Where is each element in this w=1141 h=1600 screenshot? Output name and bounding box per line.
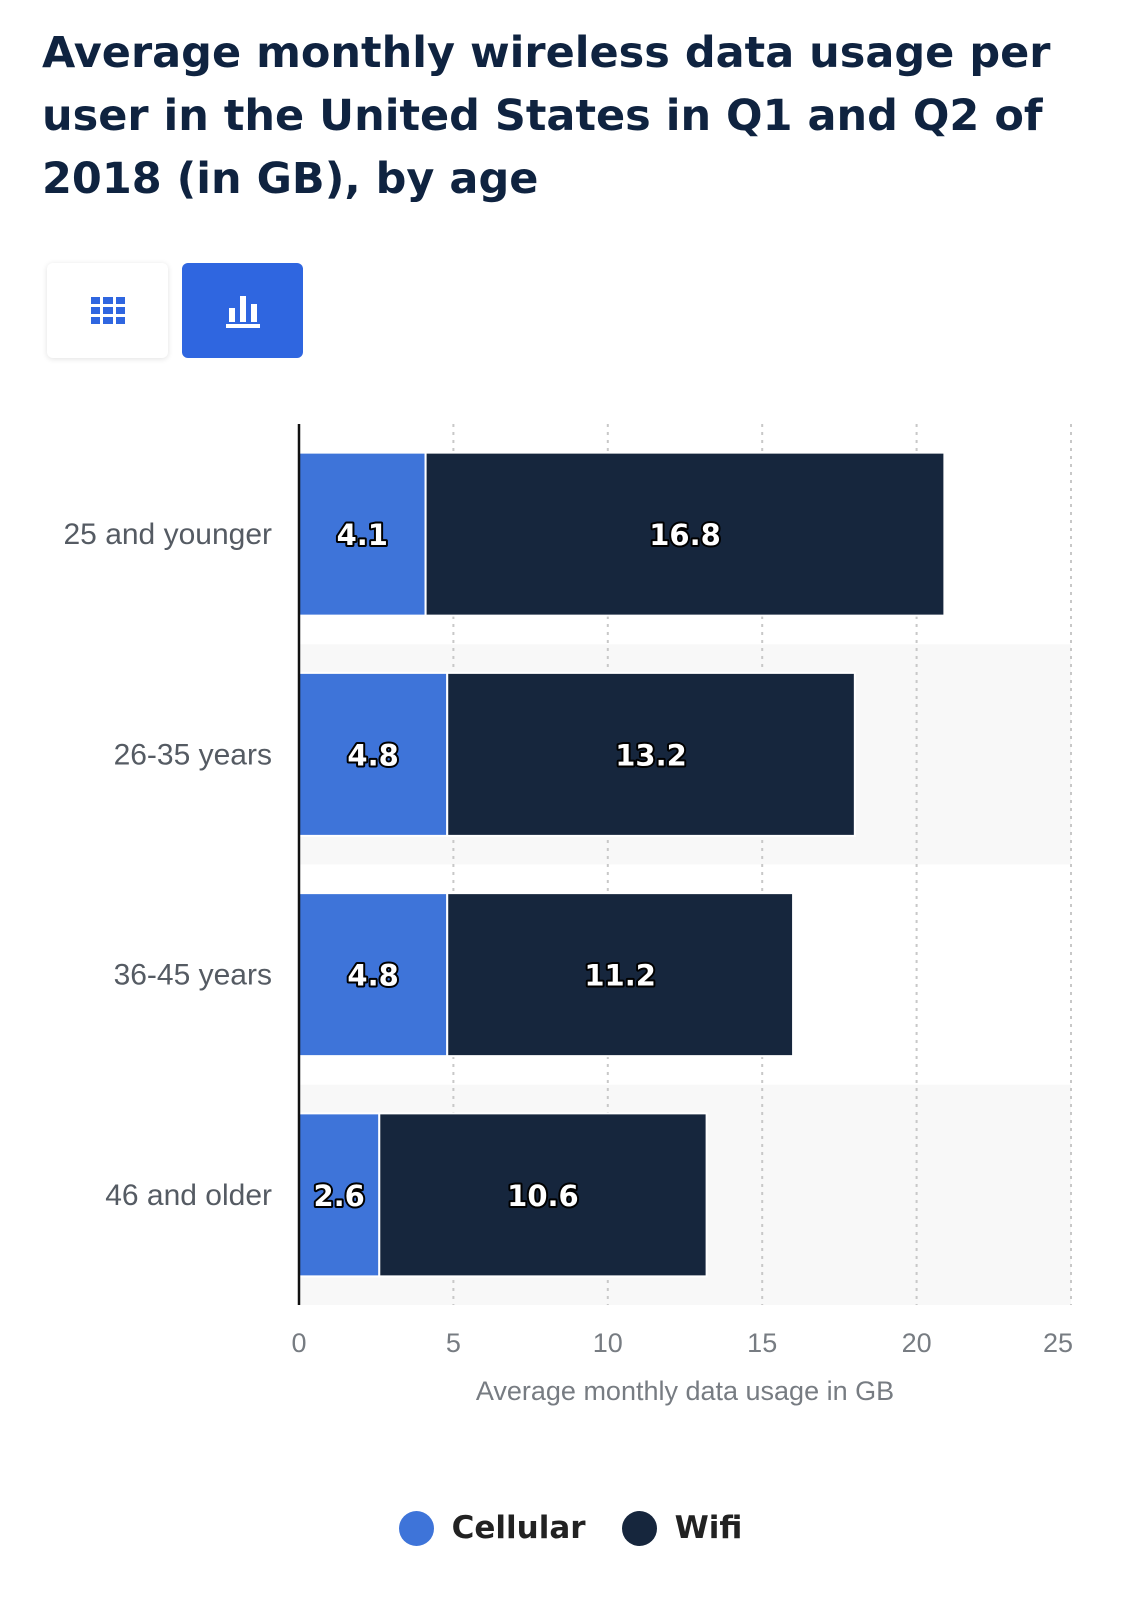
- x-tick-label: 25: [1043, 1328, 1073, 1358]
- data-label: 4.1: [337, 518, 388, 552]
- x-tick-label: 5: [446, 1328, 461, 1358]
- legend-label-wifi: Wifi: [674, 1510, 743, 1546]
- legend-swatch-cellular: [398, 1510, 434, 1546]
- bar-wifi: [378, 1112, 708, 1278]
- bar-cellular: [298, 892, 449, 1058]
- x-tick-label: 10: [593, 1328, 623, 1358]
- bar-chart-icon: [225, 295, 260, 328]
- category-label: 46 and older: [105, 1179, 272, 1212]
- legend-item-wifi[interactable]: Wifi: [621, 1510, 743, 1546]
- x-tick-label: 20: [902, 1328, 932, 1358]
- data-label: 13.2: [615, 738, 687, 772]
- category-label: 26-35 years: [114, 738, 272, 771]
- legend-item-cellular[interactable]: Cellular: [398, 1510, 586, 1546]
- data-label: 11.2: [584, 959, 656, 993]
- category-label: 36-45 years: [114, 959, 272, 992]
- data-label: 10.6: [507, 1179, 579, 1213]
- bar-cellular: [298, 671, 449, 837]
- legend-label-cellular: Cellular: [451, 1510, 586, 1546]
- x-tick-label: 15: [747, 1328, 777, 1358]
- data-label: 4.8: [347, 738, 398, 772]
- data-label: 2.6: [313, 1179, 364, 1213]
- data-label: 4.8: [347, 959, 398, 993]
- x-axis-label: Average monthly data usage in GB: [476, 1376, 894, 1406]
- chart-view-button[interactable]: [182, 263, 303, 358]
- data-label: 16.8: [649, 518, 721, 552]
- legend-swatch-wifi: [621, 1510, 657, 1546]
- legend: Cellular Wifi: [0, 1510, 1141, 1546]
- table-view-button[interactable]: [47, 263, 168, 358]
- bar-wifi: [446, 671, 856, 837]
- bar-wifi: [424, 451, 946, 617]
- x-tick-label: 0: [291, 1328, 306, 1358]
- bar-chart: 4.1 16.8 25 and younger 4.8 13.2 26-35 years 4…: [63, 424, 1073, 1406]
- chart-title: Average monthly wireless data usage per …: [42, 28, 1051, 204]
- grid-icon: [90, 296, 125, 324]
- bar-wifi: [446, 892, 795, 1058]
- category-label: 25 and younger: [63, 518, 272, 551]
